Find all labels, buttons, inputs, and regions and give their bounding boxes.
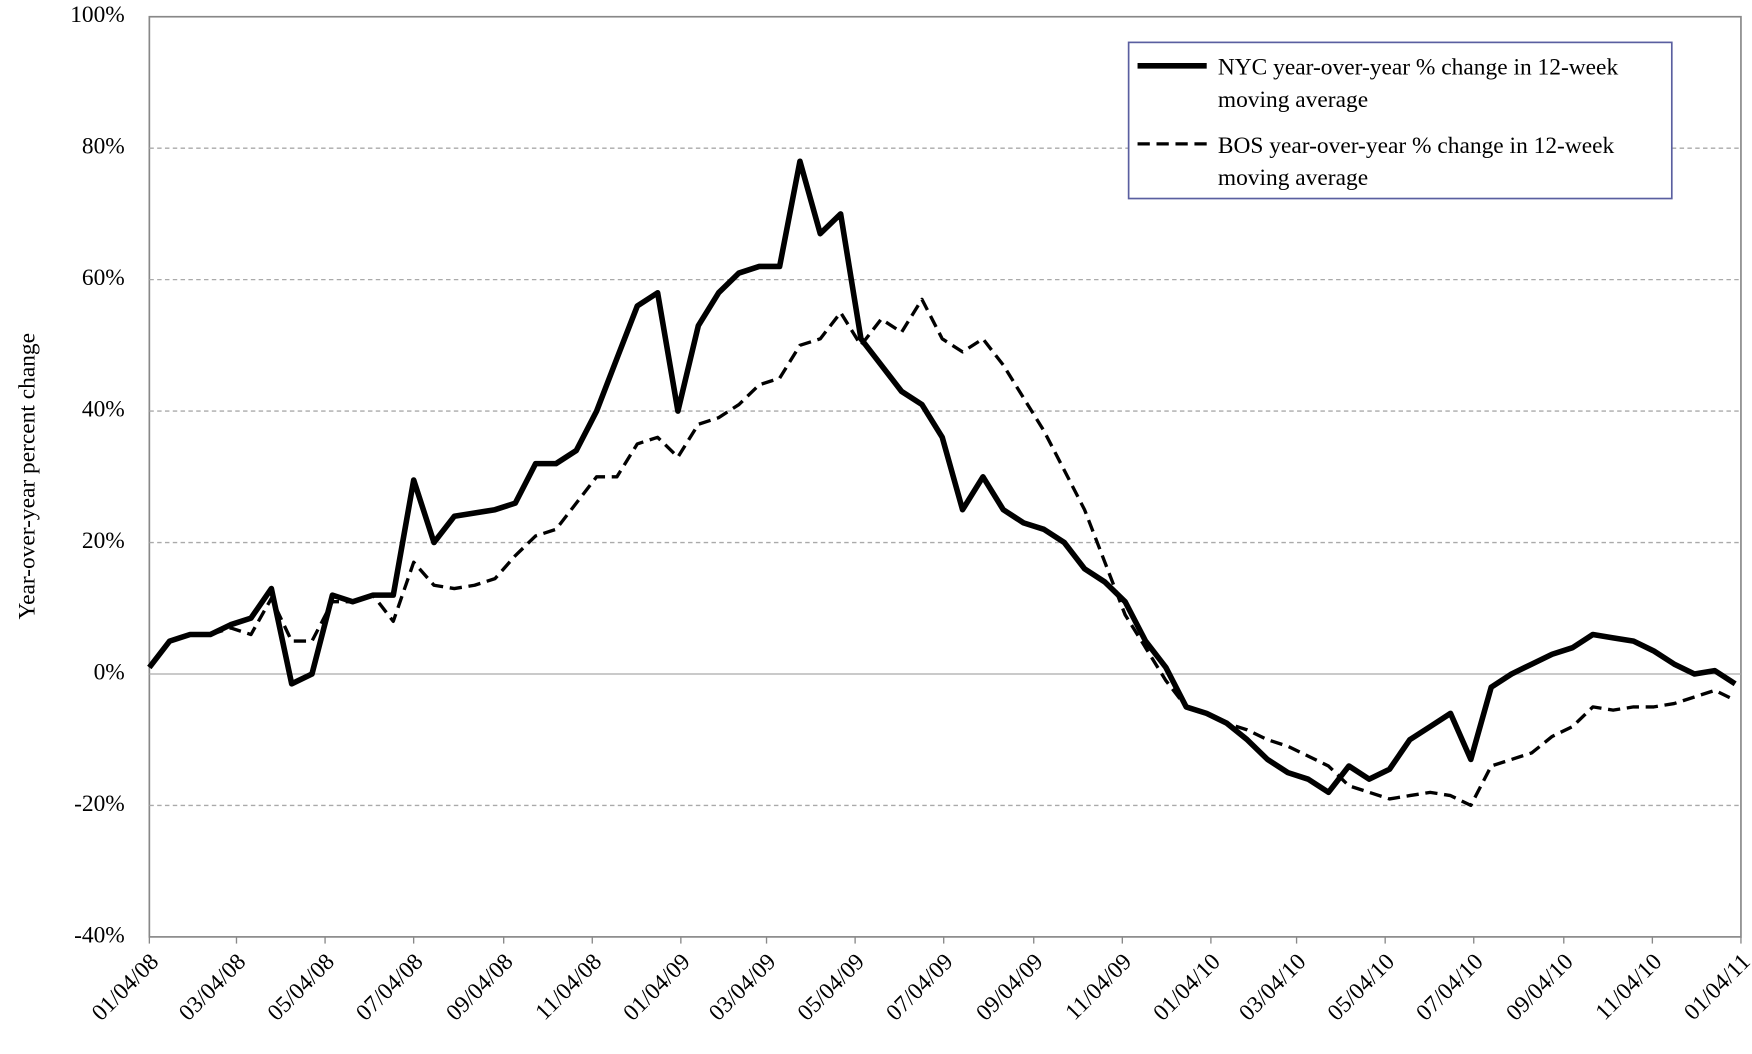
legend-swatch xyxy=(1137,142,1207,146)
legend-entry: NYC year-over-year % change in 12-week m… xyxy=(1135,51,1670,116)
x-tick-label: 01/04/11 xyxy=(1679,949,1752,1026)
y-tick-label: 80% xyxy=(82,134,125,160)
x-tick-label: 07/04/08 xyxy=(351,949,428,1026)
y-tick-label: 100% xyxy=(70,2,125,28)
series-line xyxy=(147,158,1737,796)
x-tick-label: 07/04/09 xyxy=(881,949,958,1026)
y-tick-label: -20% xyxy=(74,791,125,817)
legend-body: NYC year-over-year % change in 12-week m… xyxy=(1135,51,1670,194)
x-tick-label: 11/04/10 xyxy=(1590,949,1667,1026)
legend-swatch xyxy=(1137,63,1207,69)
x-tick-label: 01/04/10 xyxy=(1148,949,1225,1026)
y-tick-label: 20% xyxy=(82,528,125,554)
y-axis-title: Year-over-year percent change xyxy=(14,333,40,620)
legend: NYC year-over-year % change in 12-week m… xyxy=(1135,51,1670,194)
y-tick-label: 0% xyxy=(94,659,125,685)
x-tick-label: 01/04/09 xyxy=(618,949,695,1026)
legend-box xyxy=(1127,41,1673,200)
legend-label: NYC year-over-year % change in 12-week m… xyxy=(1217,53,1619,113)
x-tick-label: 05/04/09 xyxy=(793,949,870,1026)
x-tick-label: 09/04/08 xyxy=(441,949,518,1026)
legend-entry: BOS year-over-year % change in 12-week m… xyxy=(1135,129,1670,194)
x-tick-label: 07/04/10 xyxy=(1411,949,1488,1026)
y-tick-label: -40% xyxy=(74,922,125,948)
x-tick-label: 11/04/08 xyxy=(530,949,607,1026)
y-tick-label: 60% xyxy=(82,265,125,291)
plot-frame xyxy=(148,15,1742,938)
x-tick-label: 03/04/10 xyxy=(1234,949,1311,1026)
x-tick-label: 05/04/10 xyxy=(1323,949,1400,1026)
x-tick-label: 09/04/10 xyxy=(1501,949,1578,1026)
x-tick-label: 03/04/09 xyxy=(704,949,781,1026)
x-tick-label: 11/04/09 xyxy=(1060,949,1137,1026)
x-tick-label: 01/04/08 xyxy=(87,949,164,1026)
legend-label: BOS year-over-year % change in 12-week m… xyxy=(1217,131,1615,191)
x-tick-label: 03/04/08 xyxy=(174,949,251,1026)
x-tick-label: 09/04/09 xyxy=(971,949,1048,1026)
y-tick-label: 40% xyxy=(82,396,125,422)
series-line xyxy=(148,297,1736,808)
x-tick-label: 05/04/08 xyxy=(263,949,340,1026)
